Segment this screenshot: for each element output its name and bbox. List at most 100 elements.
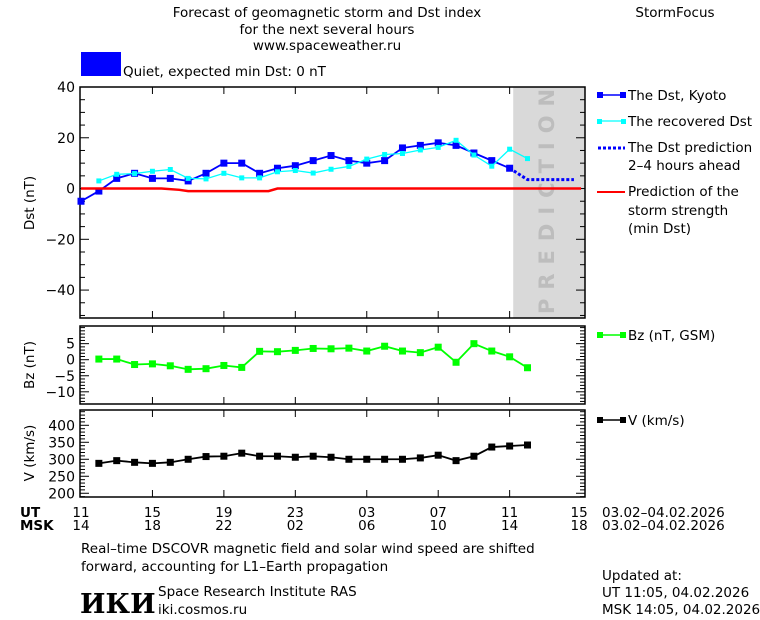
bz-panel: 50−5−10	[45, 325, 586, 405]
data-point	[416, 349, 424, 357]
brand-name: StormFocus	[635, 5, 714, 21]
data-point	[327, 345, 335, 353]
plot-frame	[79, 325, 586, 405]
data-point	[471, 152, 477, 158]
ut-tick-label: 11	[501, 505, 518, 521]
data-point	[274, 169, 280, 175]
data-point	[239, 175, 245, 181]
data-point	[489, 163, 495, 169]
y-tick-label: 350	[48, 435, 75, 451]
updated-label: Updated at:	[602, 568, 682, 584]
data-point	[273, 164, 281, 172]
data-point	[363, 455, 371, 463]
data-point	[113, 457, 121, 465]
data-point	[149, 168, 155, 174]
ut-tick-label: 15	[570, 505, 587, 521]
updated-ut: UT 11:05, 04.02.2026	[602, 585, 749, 601]
y-tick-label: 400	[48, 418, 75, 434]
y-tick-label: 300	[48, 452, 75, 468]
legend-storm-label-3: (min Dst)	[628, 221, 691, 237]
institute-site-link[interactable]: iki.cosmos.ru	[158, 602, 247, 618]
data-point	[309, 344, 317, 352]
msk-date-range: 03.02–04.02.2026	[602, 518, 725, 534]
data-point	[256, 169, 264, 177]
ut-label: UT	[20, 505, 41, 521]
ut-tick-label: 11	[72, 505, 89, 521]
data-point	[202, 365, 210, 373]
y-tick-label: 5	[66, 337, 75, 353]
data-point	[363, 159, 371, 167]
data-point	[309, 452, 317, 460]
data-point	[131, 361, 139, 369]
data-point	[417, 147, 423, 153]
legend-prediction-label-1: The Dst prediction	[627, 140, 752, 156]
dst-panel: PREDICTION 40 20 0 −20 −40	[45, 80, 586, 319]
y-tick-label: −5	[54, 369, 75, 385]
series-line	[81, 187, 582, 193]
data-point	[327, 152, 335, 160]
data-point	[95, 187, 103, 195]
website-link[interactable]: www.spaceweather.ru	[253, 38, 401, 54]
msk-tick-label: 10	[430, 518, 447, 534]
data-point	[506, 442, 514, 450]
y-tick-label: 40	[57, 80, 75, 96]
note-line-1: Real–time DSCOVR magnetic field and sola…	[81, 541, 535, 557]
data-point	[238, 363, 246, 371]
data-point	[381, 342, 389, 350]
data-point	[273, 452, 281, 460]
data-point	[382, 152, 388, 158]
data-point	[202, 169, 210, 177]
legend-recovered: The recovered Dst	[597, 114, 752, 130]
series-the-dst-kyoto	[77, 139, 514, 205]
data-point	[310, 170, 316, 176]
ut-date-range: 03.02–04.02.2026	[602, 505, 725, 521]
data-point	[132, 171, 138, 177]
data-point	[148, 174, 156, 182]
legend-v-label: V (km/s)	[628, 413, 685, 429]
data-point	[184, 455, 192, 463]
institute-name: Space Research Institute RAS	[158, 584, 357, 600]
legend-storm-label-1: Prediction of the	[628, 184, 739, 200]
data-point	[416, 141, 424, 149]
y-tick-label: 0	[66, 353, 75, 369]
legend-storm-label-2: storm strength	[628, 203, 728, 219]
dst-axis-label: Dst (nT)	[22, 176, 38, 230]
msk-label: MSK	[20, 518, 54, 534]
series-prediction-of-the-storm-strength-min-dst-	[81, 187, 582, 193]
data-point	[488, 157, 496, 165]
data-point	[220, 452, 228, 460]
note-line-2: forward, accounting for L1–Earth propaga…	[81, 559, 388, 575]
legend-bz: Bz (nT, GSM)	[597, 328, 715, 344]
data-point	[220, 361, 228, 369]
data-point	[470, 340, 478, 348]
status-text: Quiet, expected min Dst: 0 nT	[123, 64, 327, 80]
legend-bz-label: Bz (nT, GSM)	[628, 328, 715, 344]
data-point	[166, 362, 174, 370]
data-point	[381, 157, 389, 165]
data-point	[202, 453, 210, 461]
data-point	[77, 197, 85, 205]
data-point	[220, 159, 228, 167]
data-point	[507, 146, 513, 152]
data-point	[114, 171, 120, 177]
data-point	[506, 353, 514, 361]
status-color-box	[81, 52, 121, 76]
series-v-km-s-	[95, 441, 531, 467]
data-point	[398, 347, 406, 355]
ut-tick-label: 15	[144, 505, 161, 521]
data-point	[398, 144, 406, 152]
y-tick-label: 250	[48, 469, 75, 485]
data-point	[309, 157, 317, 165]
data-point	[346, 163, 352, 169]
data-point	[113, 174, 121, 182]
data-point	[452, 141, 460, 149]
data-point	[95, 355, 103, 363]
chart-title-line-2: for the next several hours	[240, 22, 415, 38]
data-point	[345, 344, 353, 352]
data-point	[345, 157, 353, 165]
bz-axis-label: Bz (nT)	[22, 341, 38, 389]
msk-tick-label: 02	[287, 518, 304, 534]
data-point	[470, 452, 478, 460]
data-point	[291, 346, 299, 354]
